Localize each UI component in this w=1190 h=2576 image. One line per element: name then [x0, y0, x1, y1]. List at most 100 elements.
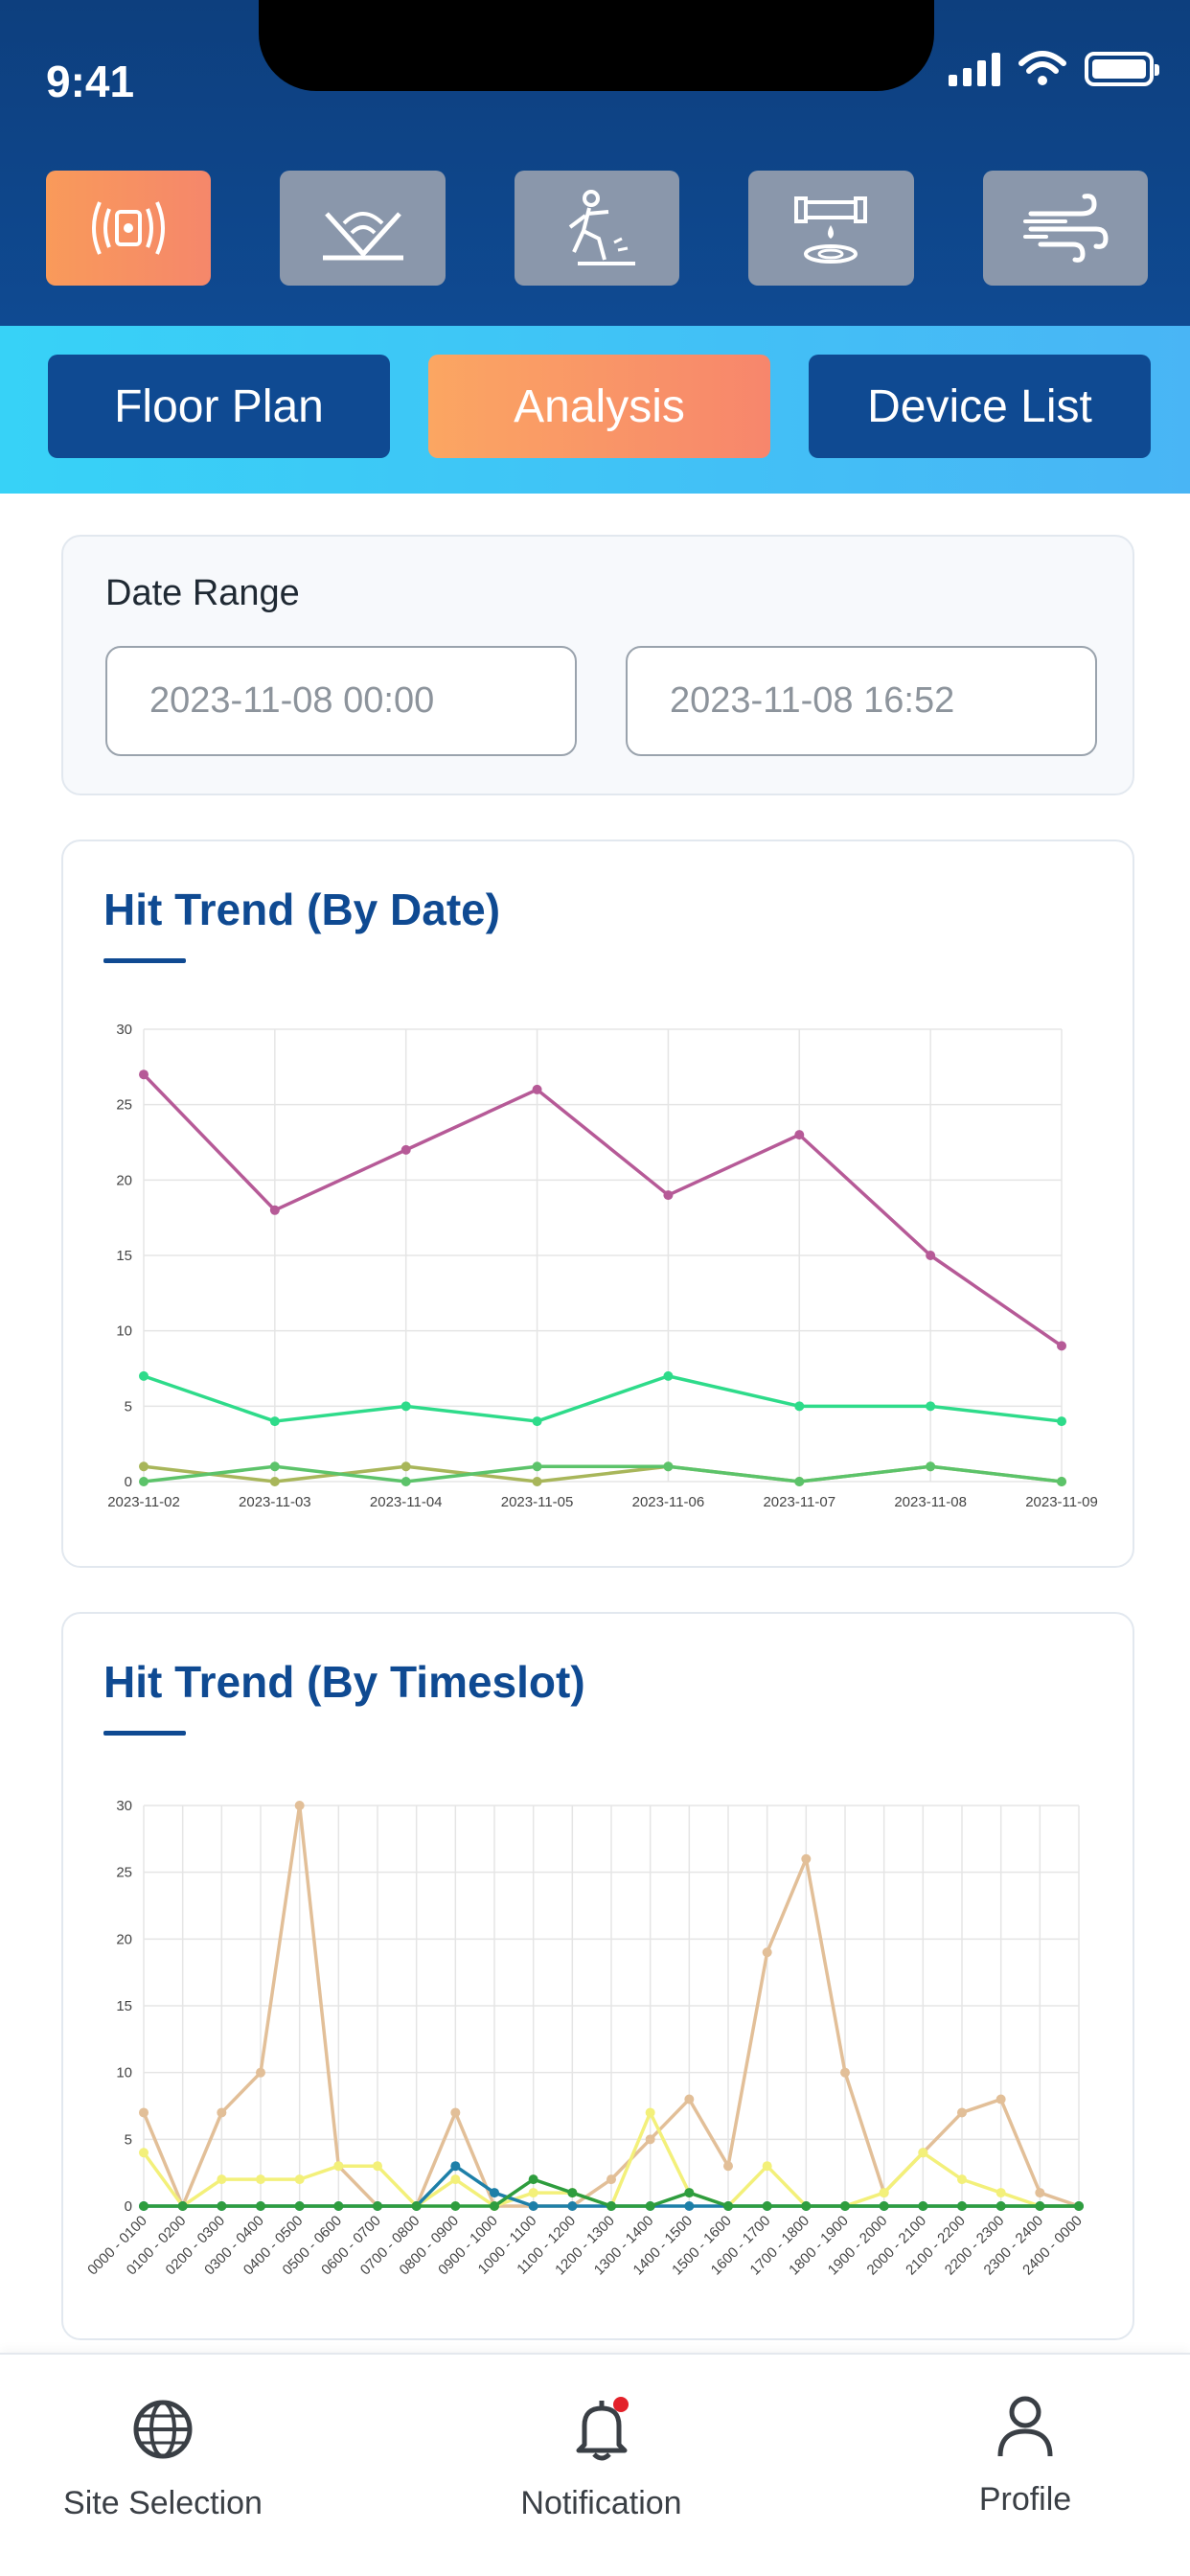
by-timeslot-series-4-point[interactable]: [684, 2188, 695, 2198]
tab-device-list[interactable]: Device List: [809, 355, 1151, 458]
by-timeslot-series-4-point[interactable]: [450, 2201, 461, 2211]
by-date-series-4-point[interactable]: [794, 1477, 805, 1486]
by-date-series-3-point[interactable]: [532, 1477, 542, 1486]
by-date-series-3-point[interactable]: [400, 1461, 411, 1472]
category-slip-fall[interactable]: [514, 171, 680, 286]
by-timeslot-series-2-point[interactable]: [528, 2188, 538, 2198]
by-timeslot-series-1-point[interactable]: [256, 2067, 265, 2078]
by-timeslot-series-1-point[interactable]: [294, 1801, 305, 1810]
by-timeslot-series-3-point[interactable]: [528, 2201, 538, 2211]
by-timeslot-series-1-point[interactable]: [139, 2107, 149, 2118]
by-timeslot-series-2-point[interactable]: [879, 2188, 889, 2198]
by-date-series-1-point[interactable]: [663, 1190, 674, 1201]
by-date-series-4-point[interactable]: [663, 1461, 674, 1472]
by-timeslot-series-4-point[interactable]: [1035, 2201, 1045, 2211]
by-timeslot-series-3-point[interactable]: [684, 2201, 695, 2211]
by-timeslot-series-4-point[interactable]: [490, 2201, 499, 2211]
by-timeslot-series-2-point[interactable]: [294, 2174, 305, 2185]
by-date-series-4-point[interactable]: [532, 1461, 542, 1472]
by-timeslot-series-4-point[interactable]: [294, 2201, 305, 2211]
by-timeslot-series-4-point[interactable]: [723, 2201, 733, 2211]
by-date-series-2-point[interactable]: [269, 1416, 280, 1427]
by-timeslot-series-2-point[interactable]: [957, 2174, 967, 2185]
by-date-series-1-point[interactable]: [139, 1070, 149, 1080]
by-timeslot-series-4-point[interactable]: [762, 2201, 772, 2211]
by-timeslot-series-1-point[interactable]: [645, 2134, 655, 2145]
by-date-series-2-point[interactable]: [1057, 1416, 1066, 1427]
end-date-input[interactable]: 2023-11-08 16:52: [626, 646, 1097, 756]
by-timeslot-series-4-point[interactable]: [177, 2201, 188, 2211]
by-timeslot-series-3-point[interactable]: [567, 2201, 578, 2211]
by-timeslot-series-1-point[interactable]: [801, 1853, 812, 1864]
by-timeslot-series-1-point[interactable]: [217, 2107, 227, 2118]
start-date-input[interactable]: 2023-11-08 00:00: [105, 646, 577, 756]
category-pipe-leak[interactable]: [748, 171, 914, 286]
by-date-series-4-point[interactable]: [1057, 1477, 1066, 1486]
by-timeslot-series-4-point[interactable]: [957, 2201, 967, 2211]
by-timeslot-series-2-point[interactable]: [256, 2174, 265, 2185]
by-timeslot-series-1-point[interactable]: [762, 1947, 772, 1958]
by-timeslot-series-1-point[interactable]: [450, 2107, 461, 2118]
by-timeslot-series-4-point[interactable]: [217, 2201, 227, 2211]
by-timeslot-series-4-point[interactable]: [139, 2201, 149, 2211]
by-date-series-2-point[interactable]: [794, 1401, 805, 1412]
by-timeslot-series-3-point[interactable]: [490, 2188, 499, 2198]
category-floor-signal[interactable]: [280, 171, 446, 286]
by-timeslot-series-4-point[interactable]: [373, 2201, 382, 2211]
by-timeslot-series-2-point[interactable]: [762, 2161, 772, 2172]
nav-site-selection[interactable]: Site Selection: [38, 2393, 287, 2522]
by-date-series-4-point[interactable]: [269, 1461, 280, 1472]
by-date-series-1-point[interactable]: [926, 1251, 936, 1260]
by-date-series-1-point[interactable]: [1057, 1341, 1066, 1351]
category-wind[interactable]: [982, 171, 1149, 286]
by-timeslot-series-4-point[interactable]: [606, 2201, 616, 2211]
by-date-series-1-point[interactable]: [400, 1144, 411, 1155]
by-date-series-4-point[interactable]: [400, 1477, 411, 1486]
by-timeslot-series-4-point[interactable]: [411, 2201, 422, 2211]
by-timeslot-series-1-point[interactable]: [684, 2094, 695, 2104]
nav-notification[interactable]: Notification: [479, 2393, 723, 2522]
by-timeslot-series-1-point[interactable]: [995, 2094, 1006, 2104]
by-timeslot-series-2-point[interactable]: [373, 2161, 382, 2172]
by-timeslot-series-4-point[interactable]: [333, 2201, 344, 2211]
by-timeslot-series-1-point[interactable]: [957, 2107, 967, 2118]
tab-floor-plan[interactable]: Floor Plan: [48, 355, 390, 458]
tab-analysis[interactable]: Analysis: [428, 355, 770, 458]
by-timeslot-series-4-point[interactable]: [840, 2201, 850, 2211]
by-date-series-2-point[interactable]: [139, 1370, 149, 1381]
by-timeslot-series-2-point[interactable]: [450, 2174, 461, 2185]
by-timeslot-series-4-point[interactable]: [567, 2188, 578, 2198]
by-timeslot-series-4-point[interactable]: [645, 2201, 655, 2211]
by-timeslot-series-4-point[interactable]: [995, 2201, 1006, 2211]
by-timeslot-series-2-point[interactable]: [333, 2161, 344, 2172]
by-timeslot-series-1-point[interactable]: [606, 2174, 616, 2185]
by-date-series-2-point[interactable]: [663, 1370, 674, 1381]
by-date-series-4-point[interactable]: [926, 1461, 936, 1472]
by-timeslot-series-1-point[interactable]: [1035, 2188, 1045, 2198]
by-date-series-2-point[interactable]: [400, 1401, 411, 1412]
by-date-series-1-point[interactable]: [269, 1205, 280, 1215]
by-timeslot-series-2-point[interactable]: [995, 2188, 1006, 2198]
by-timeslot-series-4-point[interactable]: [918, 2201, 928, 2211]
by-timeslot-series-4-point[interactable]: [528, 2174, 538, 2185]
by-date-series-3-point[interactable]: [139, 1461, 149, 1472]
category-vibration-sensor[interactable]: [46, 171, 212, 286]
by-date-series-1-point[interactable]: [794, 1130, 805, 1140]
by-date-series-2-point[interactable]: [926, 1401, 936, 1412]
by-date-series-4-point[interactable]: [139, 1477, 149, 1486]
by-timeslot-series-1-point[interactable]: [723, 2161, 733, 2172]
by-timeslot-series-4-point[interactable]: [879, 2201, 889, 2211]
by-timeslot-series-4-point[interactable]: [1074, 2201, 1084, 2211]
by-date-series-2-point[interactable]: [532, 1416, 542, 1427]
by-timeslot-series-4-point[interactable]: [256, 2201, 265, 2211]
by-timeslot-series-1-point[interactable]: [840, 2067, 850, 2078]
nav-profile[interactable]: Profile: [910, 2389, 1140, 2518]
by-timeslot-series-2-point[interactable]: [217, 2174, 227, 2185]
by-timeslot-series-2-point[interactable]: [139, 2148, 149, 2158]
by-date-series-1-point[interactable]: [532, 1084, 542, 1094]
by-timeslot-series-3-point[interactable]: [450, 2161, 461, 2172]
by-timeslot-series-2-point[interactable]: [645, 2107, 655, 2118]
by-timeslot-series-2-point[interactable]: [918, 2148, 928, 2158]
by-date-series-3-point[interactable]: [269, 1477, 280, 1486]
by-timeslot-series-4-point[interactable]: [801, 2201, 812, 2211]
